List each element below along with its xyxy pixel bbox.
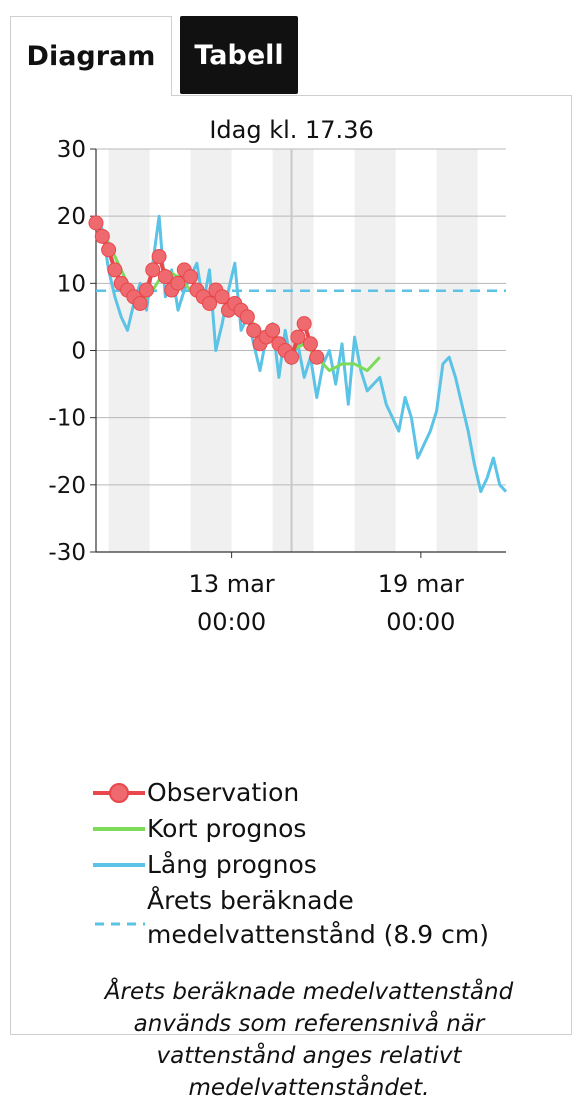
water-level-chart: 30 20 10 0 -10 -20 -30 13 mar 00:00 19 mar 00:00 Id… <box>48 116 508 636</box>
legend-swatch-reference <box>91 884 147 952</box>
observation-point <box>239 309 255 325</box>
observation-point <box>101 242 117 258</box>
observation-point <box>157 269 173 285</box>
y-tick-label: -10 <box>48 406 86 432</box>
y-tick-label: 20 <box>57 204 86 230</box>
legend-swatch-observation <box>91 776 147 810</box>
observation-point <box>170 275 186 291</box>
y-tick-label: 0 <box>71 339 86 365</box>
observation-point <box>88 215 104 231</box>
observation-point <box>296 316 312 332</box>
legend-label-line2: medelvattenstånd (8.9 cm) <box>147 920 489 949</box>
observation-point <box>151 248 167 264</box>
legend-item-observation[interactable]: Observation <box>91 776 551 810</box>
observation-point <box>94 228 110 244</box>
tab-diagram[interactable]: Diagram <box>10 16 172 96</box>
x-tick-label-time: 00:00 <box>386 608 455 636</box>
y-tick-label: 30 <box>57 137 86 163</box>
legend-item-medelvattenstand[interactable]: Årets beräknade medelvattenstånd (8.9 cm… <box>91 884 551 952</box>
legend-label: Observation <box>147 778 300 807</box>
legend-swatch-kort <box>91 812 147 846</box>
observation-point <box>138 282 154 298</box>
observation-point <box>183 269 199 285</box>
legend-swatch-lang <box>91 848 147 882</box>
series-group <box>88 214 508 494</box>
legend-label: Lång prognos <box>147 850 317 879</box>
observation-point <box>214 289 230 305</box>
legend-label: Kort prognos <box>147 814 307 843</box>
chart-title: Idag kl. 17.36 <box>209 116 373 144</box>
tab-tabell[interactable]: Tabell <box>180 16 298 94</box>
y-tick-label: 10 <box>57 271 86 297</box>
y-tick-label: -30 <box>48 540 86 566</box>
chart-panel: 30 20 10 0 -10 -20 -30 13 mar 00:00 19 mar 00:00 Id… <box>10 95 572 1101</box>
observation-point <box>309 349 325 365</box>
axis-labels: 30 20 10 0 -10 -20 -30 13 mar 00:00 19 mar 00:00 Id… <box>48 116 464 636</box>
legend-label-line1: Årets beräknade <box>147 886 354 915</box>
reference-note: Årets beräknade medelvattenstånd används… <box>104 979 514 1101</box>
x-tick-label-date: 13 mar <box>189 570 275 598</box>
observation-point <box>246 322 262 338</box>
y-tick-label: -20 <box>48 473 86 499</box>
tab-bar: Diagram Tabell <box>10 16 570 96</box>
legend-item-kort-prognos[interactable]: Kort prognos <box>91 812 551 846</box>
observation-point <box>290 329 306 345</box>
legend-item-lang-prognos[interactable]: Lång prognos <box>91 848 551 882</box>
observation-point <box>202 295 218 311</box>
legend: Observation Kort prognos Lång prognos År… <box>91 776 551 954</box>
x-tick-label-date: 19 mar <box>378 570 464 598</box>
x-tick-label-time: 00:00 <box>197 608 266 636</box>
observation-point <box>145 262 161 278</box>
observation-point <box>132 295 148 311</box>
observation-point <box>284 349 300 365</box>
observation-point <box>265 322 281 338</box>
observation-point <box>107 262 123 278</box>
observation-point <box>302 336 318 352</box>
